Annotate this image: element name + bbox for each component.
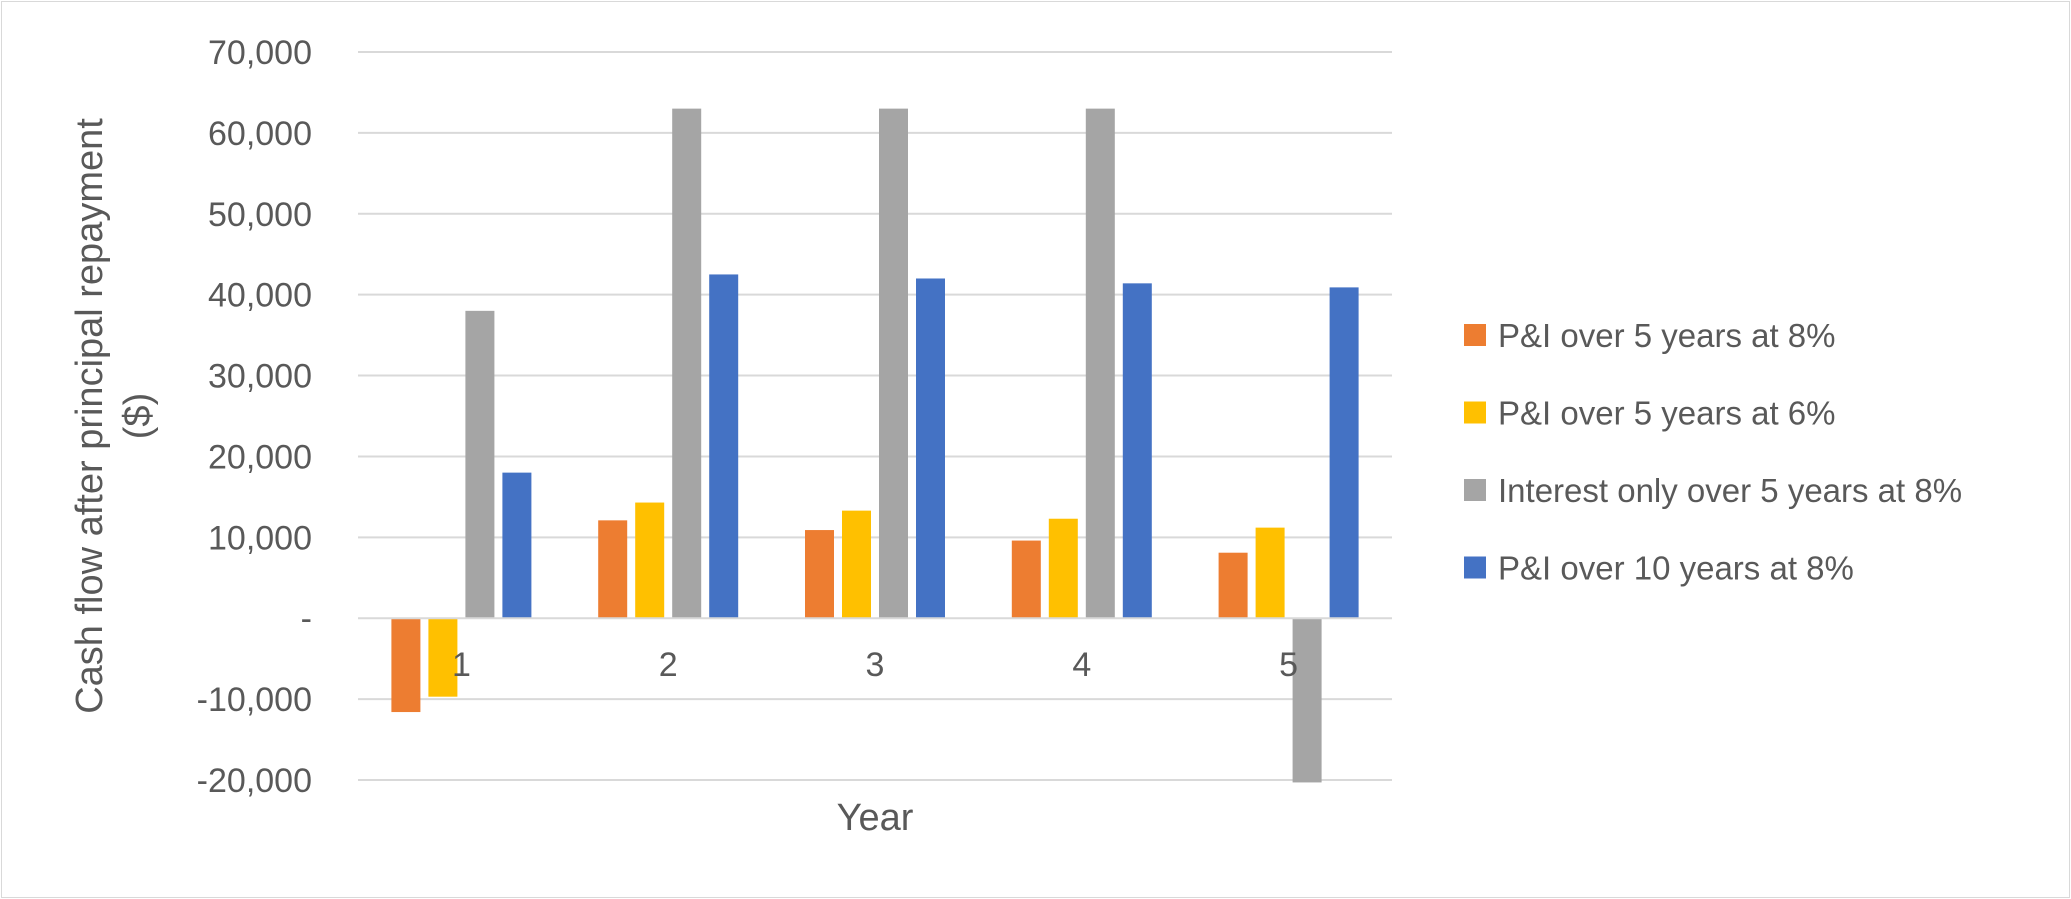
bar-series-3-year-5 [1292,618,1322,783]
x-tick-label: 1 [452,646,471,684]
x-tick-label: 3 [866,646,885,684]
x-tick-label: 5 [1279,646,1298,684]
bar-series-1-year-5 [1218,552,1248,619]
bar-series-1-year-3 [805,530,834,619]
legend-label: P&I over 5 years at 8% [1498,317,1836,354]
bar-series-2-year-4 [1048,518,1078,619]
bar-series-3-year-4 [1085,108,1115,619]
bar-series-3-year-1 [465,310,495,619]
y-tick-label: -20,000 [197,762,312,800]
x-tick-label: 2 [659,646,678,684]
bar-series-1-year-1 [391,618,421,713]
bar-series-2-year-2 [635,502,665,619]
y-tick-label: 30,000 [208,358,312,396]
y-axis-ticks: -20,000-10,000-10,00020,00030,00040,0005… [197,34,312,800]
legend: P&I over 5 years at 8% P&I over 5 years a… [1464,317,1962,587]
bars [391,108,1359,783]
x-tick-label: 4 [1072,646,1091,684]
bar-series-4-year-4 [1122,283,1152,619]
y-tick-label: 60,000 [208,115,312,153]
legend-label: P&I over 10 years at 8% [1498,550,1854,587]
x-axis-ticks: 1 2 3 4 5 [452,646,1298,684]
bar-series-4-year-3 [916,278,945,619]
legend-swatch [1464,556,1486,579]
y-tick-label: 40,000 [208,277,312,315]
y-tick-label: 70,000 [208,34,312,72]
x-axis-title: Year [837,797,914,839]
legend-swatch [1464,324,1486,346]
legend-swatch [1464,401,1486,424]
y-tick-label: 20,000 [208,438,312,476]
bar-series-2-year-1 [428,618,458,697]
y-tick-label: 50,000 [208,196,312,234]
bar-series-2-year-3 [842,510,871,619]
bar-series-4-year-1 [502,472,532,619]
y-axis-title-line: Cash flow after principal repayment [69,118,111,714]
bar-series-3-year-2 [672,108,702,619]
y-tick-label: -10,000 [197,681,312,719]
legend-label: Interest only over 5 years at 8% [1498,472,1962,509]
y-axis-title-line: ($) [117,393,159,439]
bar-series-1-year-4 [1011,540,1041,619]
bar-series-2-year-5 [1255,527,1285,619]
bar-series-4-year-2 [709,274,739,619]
y-tick-label: 10,000 [208,519,312,557]
y-axis-title: Cash flow after principal repayment ($) [69,118,159,714]
legend-swatch [1464,479,1486,501]
bar-series-3-year-3 [879,108,908,619]
bar-series-1-year-2 [598,520,628,619]
legend-label: P&I over 5 years at 6% [1498,395,1836,432]
y-tick-label: - [301,600,312,638]
bar-series-4-year-5 [1329,287,1359,619]
